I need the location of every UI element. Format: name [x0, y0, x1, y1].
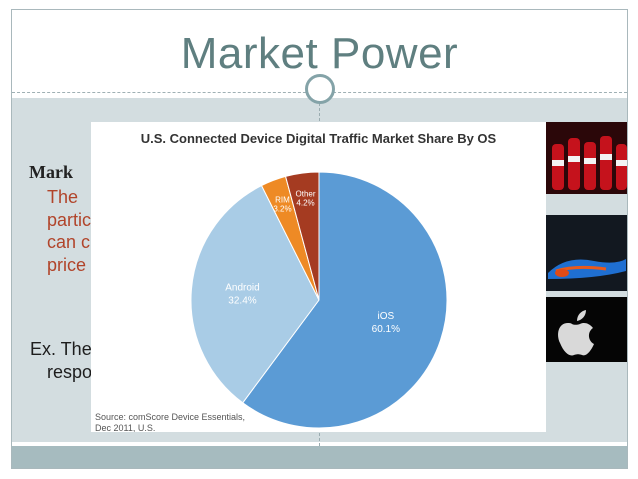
- body-line-4: price: [47, 255, 87, 275]
- slice-value-ios: 60.1%: [372, 324, 400, 335]
- slice-label-ios: iOS: [378, 311, 395, 322]
- example-line-1: Ex. The: [30, 339, 92, 359]
- apple-logo-icon: [546, 297, 627, 362]
- example-line-2: respo: [47, 362, 93, 382]
- body-line-3: can c: [47, 232, 91, 252]
- pie-slice-other: [284, 171, 320, 301]
- slide-title: Market Power: [180, 29, 459, 78]
- slice-value-android: 32.4%: [228, 295, 256, 306]
- apple-photo: [546, 297, 627, 362]
- nike-shoes-icon: [546, 215, 627, 291]
- body-line-1: The: [47, 187, 79, 207]
- body-line-2: partic: [47, 210, 92, 230]
- pie-slice-android: [190, 184, 320, 404]
- pie-slice-ios: [242, 171, 448, 429]
- slice-label-other: Other: [296, 189, 316, 198]
- slice-value-rim: 3.2%: [273, 204, 291, 213]
- bottom-bar: [12, 446, 627, 468]
- nike-photo: [546, 215, 627, 291]
- chart-source: Source: comScore Device Essentials, Dec …: [95, 412, 245, 432]
- slice-label-rim: RIM: [275, 195, 290, 204]
- slice-label-android: Android: [225, 282, 259, 293]
- title-ornament-circle: [305, 74, 335, 104]
- source-line-2: Dec 2011, U.S.: [95, 423, 156, 432]
- chart-panel: U.S. Connected Device Digital Traffic Ma…: [91, 122, 546, 432]
- coca-cola-bottles-icon: [546, 122, 627, 194]
- bullet-heading: Mark: [29, 162, 73, 182]
- coca-cola-photo: [546, 122, 627, 194]
- slice-value-other: 4.2%: [296, 198, 314, 207]
- source-line-1: Source: comScore Device Essentials,: [95, 412, 246, 422]
- chart-title: U.S. Connected Device Digital Traffic Ma…: [140, 131, 497, 146]
